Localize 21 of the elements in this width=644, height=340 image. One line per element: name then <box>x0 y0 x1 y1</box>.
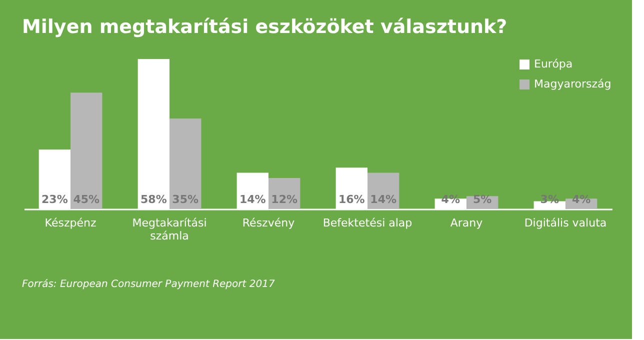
text: Forrás: European Consumer Payment Report 2017 <box>22 279 276 290</box>
data-label: 35% <box>172 193 199 206</box>
legend-label: Magyarország <box>534 78 612 90</box>
data-label: 16% <box>338 193 365 206</box>
bar <box>170 118 202 209</box>
x-tick-label: Készpénz <box>44 216 96 230</box>
data-label: 14% <box>239 193 266 206</box>
data-label: 14% <box>370 193 397 206</box>
data-label: 12% <box>271 193 298 206</box>
x-tick-label: Arany <box>450 216 484 230</box>
data-label: 23% <box>42 193 68 206</box>
x-tick-label: Megtakarítási számla <box>132 216 207 242</box>
x-tick-label: Digitális valuta <box>524 216 607 230</box>
legend-label: Európa <box>534 58 573 70</box>
data-label: 45% <box>73 193 100 206</box>
bar <box>70 92 102 209</box>
chart-title: Milyen megtakarítási eszközöket választunk? <box>22 16 508 38</box>
data-label: 5% <box>472 193 492 206</box>
data-label: 58% <box>140 193 167 206</box>
x-tick-label: Befektetési alap <box>322 216 412 230</box>
x-tick-label: Részvény <box>242 216 296 230</box>
